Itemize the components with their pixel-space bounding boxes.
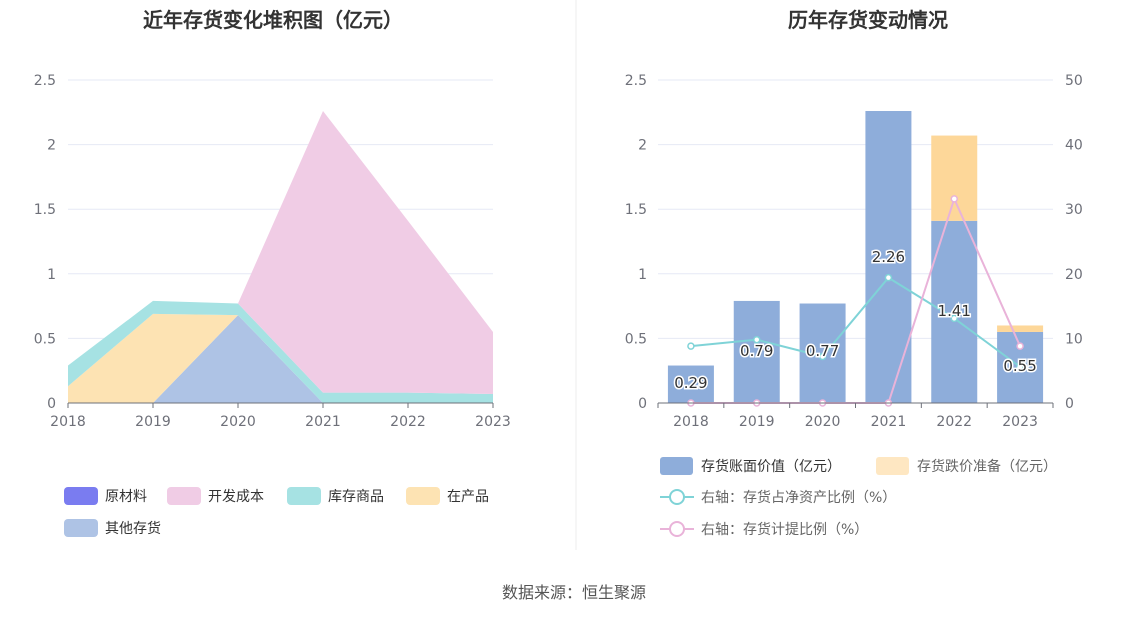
legend-label[interactable]: 右轴：存货计提比例（%） <box>701 521 868 538</box>
y2-tick-label: 10 <box>1065 331 1083 347</box>
bar-value-label: 0.29 <box>674 374 707 392</box>
line-point[interactable] <box>950 314 958 323</box>
legend-swatch[interactable] <box>287 487 321 505</box>
x-tick-label: 2020 <box>220 414 256 430</box>
data-source: 数据来源：恒生聚源 <box>502 583 646 602</box>
right-legend: 存货账面价值（亿元） 存货跌价准备（亿元） 右轴：存货占净资产比例（%） 右轴：存货计… <box>660 457 1057 538</box>
right-chart-title: 历年存货变动情况 <box>788 8 948 32</box>
y2-tick-label: 30 <box>1065 202 1083 218</box>
x-tick-label: 2021 <box>305 414 341 430</box>
x-tick-label: 2020 <box>805 414 841 430</box>
legend-swatch[interactable] <box>660 457 693 475</box>
bar-value-label: 0.55 <box>1003 357 1036 375</box>
bar-reserve[interactable] <box>931 135 978 221</box>
legend-marker[interactable] <box>669 489 685 505</box>
legend-label[interactable]: 存货账面价值（亿元） <box>701 458 841 475</box>
line-point[interactable] <box>884 273 893 282</box>
left-chart-title: 近年存货变化堆积图（亿元） <box>143 8 403 32</box>
x-tick-label: 2019 <box>135 414 171 430</box>
x-tick-label: 2018 <box>673 414 709 430</box>
line-point[interactable] <box>1016 342 1024 350</box>
legend-label[interactable]: 原材料 <box>105 489 147 505</box>
left-area-series <box>68 111 493 403</box>
legend-label[interactable]: 在产品 <box>447 489 489 505</box>
right-grid <box>658 79 1053 339</box>
y-tick-label: 1 <box>638 267 647 283</box>
y-tick-label: 2 <box>638 138 647 154</box>
x-tick-label: 2023 <box>1002 414 1038 430</box>
bar-value-label: 2.26 <box>872 248 905 266</box>
bar-line-chart: 历年存货变动情况 0.29 0.79 0.77 2.26 1.41 0.55 0 0.5 1 1… <box>625 8 1083 538</box>
y2-tick-label: 50 <box>1065 73 1083 89</box>
right-data-labels: 0.29 0.79 0.77 2.26 1.41 0.55 <box>673 247 1039 394</box>
stacked-area-chart: 近年存货变化堆积图（亿元） 0 0.5 1 1.5 2 2.5 2018 2019 2020 20… <box>34 8 511 537</box>
x-tick-label: 2021 <box>871 414 907 430</box>
legend-swatch[interactable] <box>167 487 201 505</box>
line-point[interactable] <box>818 352 827 361</box>
legend-label[interactable]: 其他存货 <box>105 520 161 537</box>
y2-tick-label: 40 <box>1065 138 1083 154</box>
legend-swatch[interactable] <box>64 519 98 537</box>
legend-label[interactable]: 开发成本 <box>208 489 264 505</box>
bar-book-value[interactable] <box>733 300 780 403</box>
y2-tick-label: 20 <box>1065 267 1083 283</box>
bar-value-label: 0.77 <box>806 342 839 360</box>
y2-tick-label: 0 <box>1065 396 1074 412</box>
bar-book-value[interactable] <box>931 220 978 403</box>
bar-value-label: 1.41 <box>938 302 971 320</box>
y-tick-label: 1.5 <box>625 202 647 218</box>
x-tick-label: 2018 <box>50 414 86 430</box>
legend-swatch[interactable] <box>406 487 440 505</box>
legend-label[interactable]: 存货跌价准备（亿元） <box>917 458 1057 475</box>
y-tick-label: 0 <box>47 396 56 412</box>
y-tick-label: 1 <box>47 267 56 283</box>
line-point[interactable] <box>753 335 761 344</box>
area-开发成本 <box>68 111 493 394</box>
line-point[interactable] <box>1016 363 1024 371</box>
right-axis: 0 0.5 1 1.5 2 2.5 0 10 20 30 40 50 2018 2019 2020 2021 2… <box>625 73 1083 430</box>
area-库存商品 <box>68 300 493 403</box>
legend-label[interactable]: 库存商品 <box>328 489 384 505</box>
area-在产品 <box>68 313 493 403</box>
y-tick-label: 2 <box>47 138 56 154</box>
y-tick-label: 2.5 <box>625 73 647 89</box>
right-bar-series <box>667 111 1044 404</box>
x-tick-label: 2022 <box>936 414 972 430</box>
x-tick-label: 2023 <box>475 414 511 430</box>
legend-swatch[interactable] <box>876 457 909 475</box>
area-其他存货 <box>68 315 493 403</box>
left-axis: 0 0.5 1 1.5 2 2.5 2018 2019 2020 2021 2022 2023 <box>34 73 511 430</box>
legend-marker[interactable] <box>669 521 685 537</box>
line-point[interactable] <box>950 195 958 203</box>
y-tick-label: 0.5 <box>34 331 56 347</box>
bar-reserve[interactable] <box>997 325 1044 332</box>
bar-value-label: 0.79 <box>740 342 773 360</box>
y-tick-label: 0.5 <box>625 331 647 347</box>
y-tick-label: 1.5 <box>34 202 56 218</box>
y-tick-label: 2.5 <box>34 73 56 89</box>
x-tick-label: 2022 <box>390 414 426 430</box>
y-tick-label: 0 <box>638 396 647 412</box>
line-point[interactable] <box>687 342 695 350</box>
legend-swatch[interactable] <box>64 487 98 505</box>
line-asset-ratio <box>690 276 1021 368</box>
x-tick-label: 2019 <box>739 414 775 430</box>
legend-label[interactable]: 右轴：存货占净资产比例（%） <box>701 489 896 506</box>
bar-book-value[interactable] <box>667 365 714 403</box>
